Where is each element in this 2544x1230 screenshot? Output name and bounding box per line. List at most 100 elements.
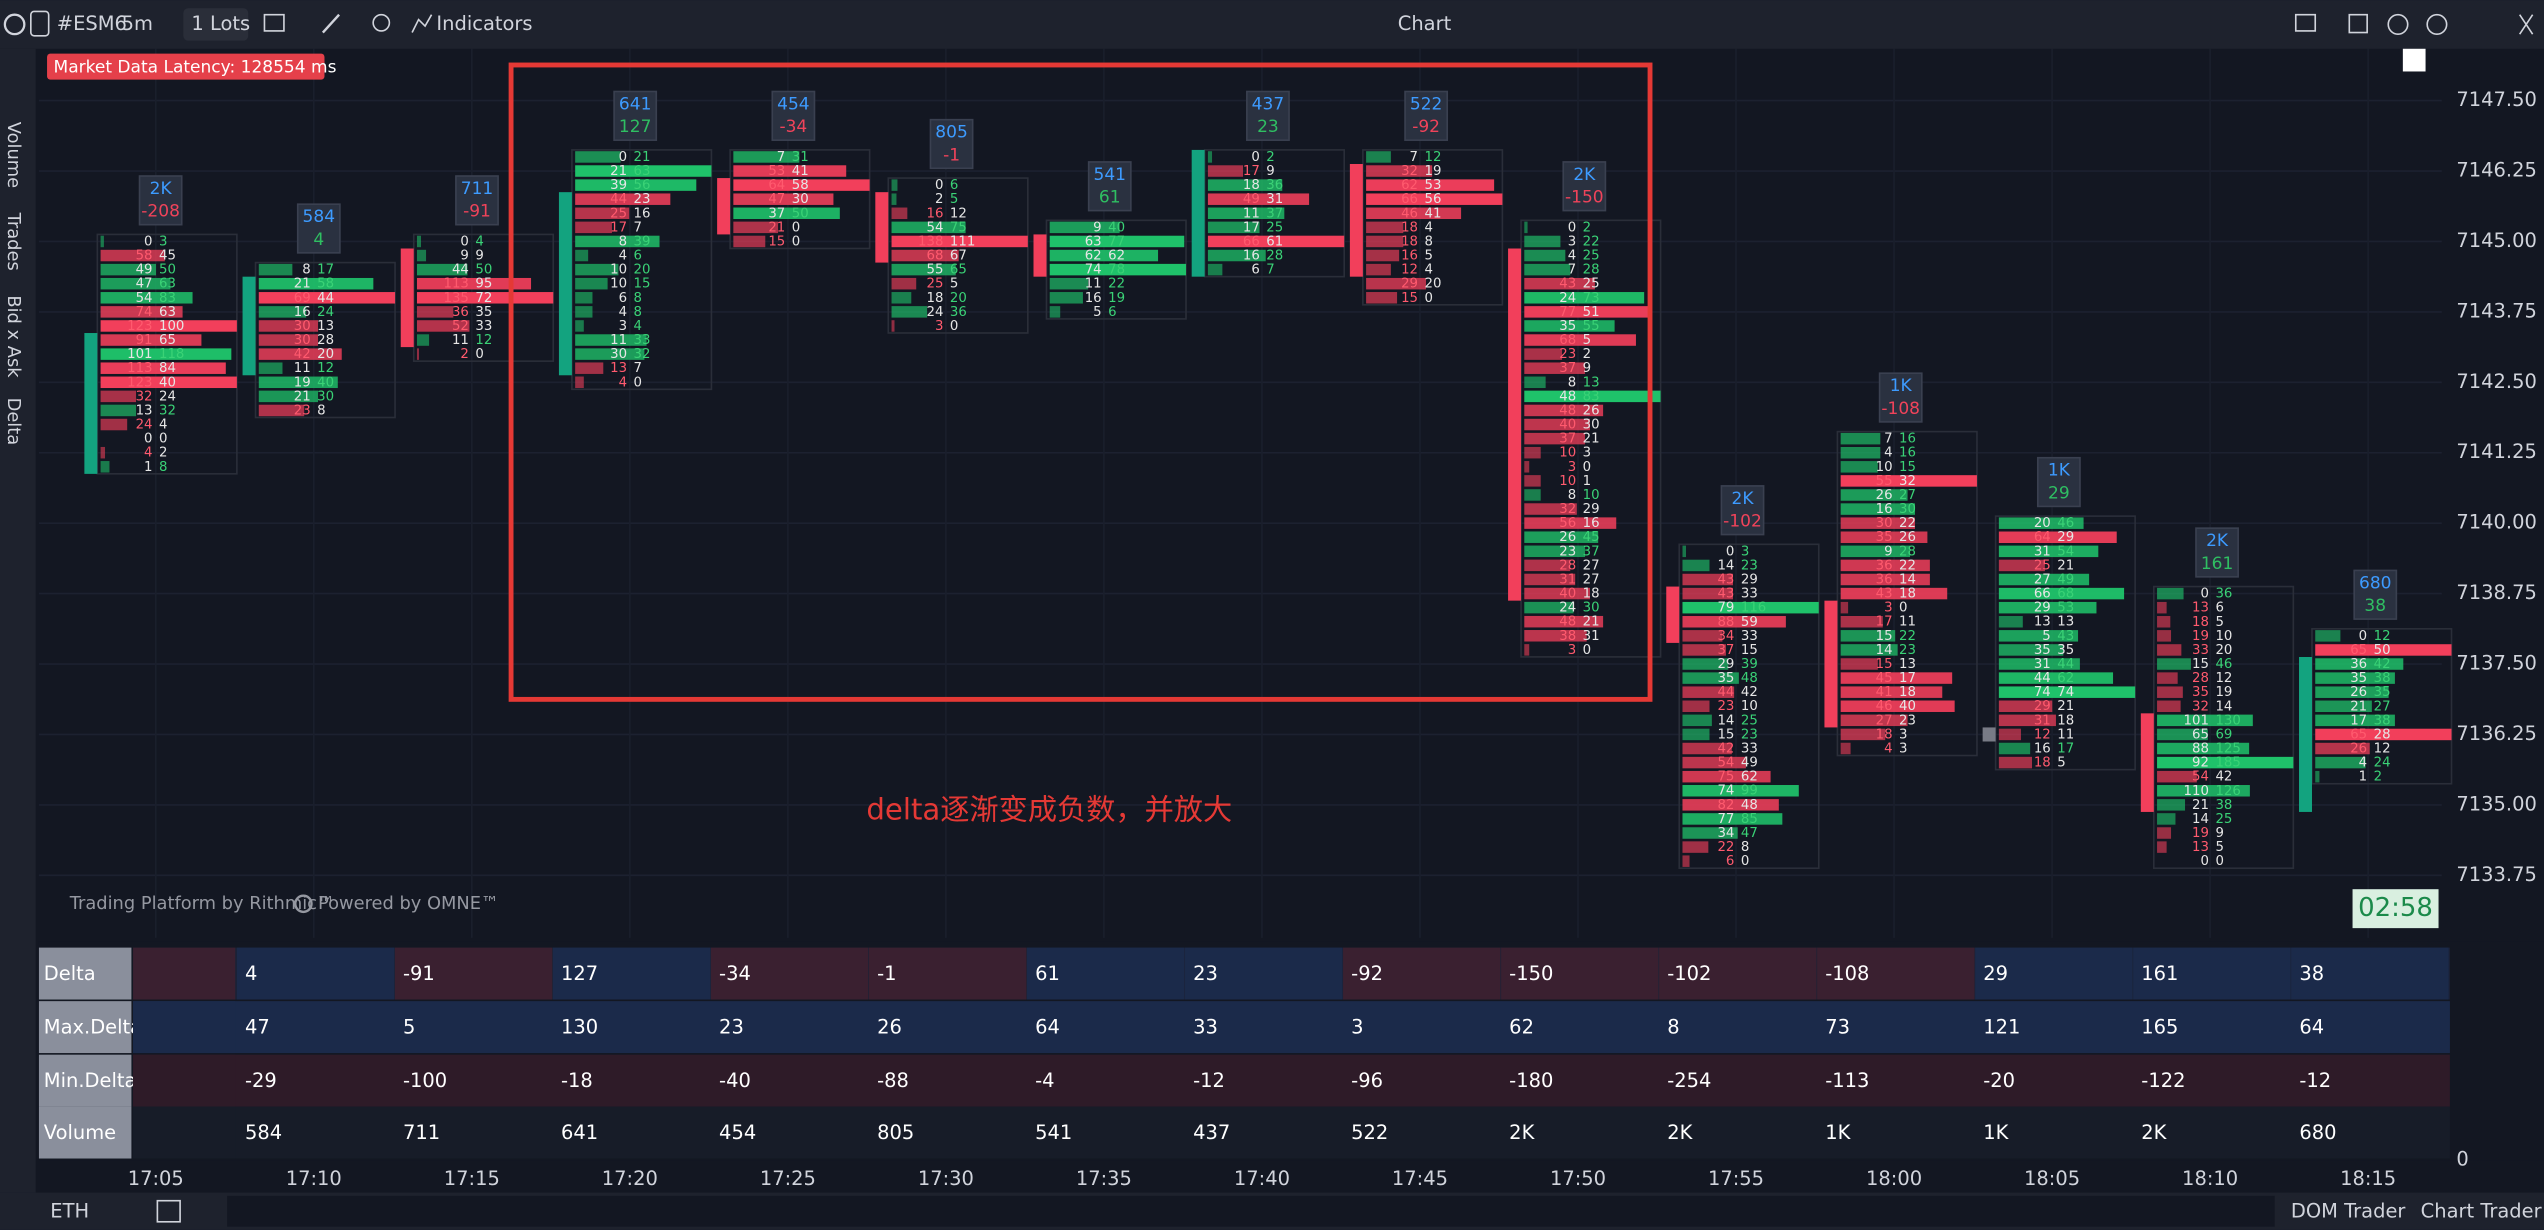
time-label: 17:50 xyxy=(1550,1167,1606,1190)
candle-body xyxy=(1508,248,1522,601)
window-title: Chart xyxy=(1398,12,1452,35)
volume-bar xyxy=(1998,686,2136,698)
ask-volume: 125 xyxy=(2215,742,2240,757)
delta-cell xyxy=(1343,947,1501,1000)
ask-volume: 41 xyxy=(792,164,809,179)
volume-bar xyxy=(1840,700,1955,712)
volume-bar xyxy=(1524,362,1586,374)
bid-volume: 29 xyxy=(2034,601,2051,616)
bid-volume: 4 xyxy=(2359,756,2367,771)
volume-bar xyxy=(100,277,171,290)
time-label: 17:45 xyxy=(1392,1167,1448,1190)
bid-volume: 26 xyxy=(1559,530,1576,545)
close-icon[interactable] xyxy=(2518,14,2534,35)
ask-volume: 21 xyxy=(2057,558,2074,573)
volume-bar xyxy=(1524,320,1615,332)
delta-cell xyxy=(1975,947,2133,1000)
settings-icon[interactable] xyxy=(2426,13,2448,35)
candle-header xyxy=(929,118,974,170)
session[interactable]: ETH xyxy=(50,1200,89,1223)
bid-volume: 22 xyxy=(1717,840,1734,855)
ask-volume: 36 xyxy=(1266,178,1283,193)
volume-bar xyxy=(1840,573,1930,586)
ask-volume: 15 xyxy=(634,277,651,292)
volume-bar xyxy=(1366,179,1495,191)
candle-header xyxy=(771,90,816,141)
side-label[interactable]: Bid x Ask xyxy=(3,295,24,378)
bid-volume: 35 xyxy=(1559,319,1576,334)
calendar-icon[interactable] xyxy=(156,1199,181,1223)
symbol[interactable]: #ESM6 xyxy=(57,12,127,35)
bid-volume: 48 xyxy=(1559,615,1576,630)
camera-icon[interactable] xyxy=(2294,13,2317,32)
chart-trader-button[interactable]: Chart Trader xyxy=(2421,1200,2542,1223)
volume-bar xyxy=(1524,306,1651,318)
bid-volume: 82 xyxy=(1717,798,1734,813)
volume-bar xyxy=(1840,714,1908,727)
bid-volume: 29 xyxy=(1717,657,1734,672)
bid-volume: 32 xyxy=(136,389,153,404)
table-value: 38 xyxy=(2299,962,2324,985)
bid-volume: 26 xyxy=(2350,742,2367,757)
bid-volume: 92 xyxy=(2192,756,2209,771)
lots-box[interactable] xyxy=(183,8,249,41)
draw-icon[interactable] xyxy=(321,13,340,34)
bid-volume: 29 xyxy=(2034,699,2051,714)
bid-volume: 49 xyxy=(1243,192,1260,207)
volume-bar xyxy=(575,292,593,304)
lots[interactable]: 1 Lots xyxy=(191,12,250,35)
delta-cell xyxy=(1501,947,1659,1000)
volume-bar xyxy=(575,235,660,248)
price-label: 7143.75 xyxy=(2456,299,2536,322)
volume-bar xyxy=(416,320,470,332)
bid-volume: 123 xyxy=(127,319,152,334)
volume-bar xyxy=(891,179,898,191)
ask-volume: 69 xyxy=(2215,727,2232,742)
side-label[interactable]: Volume xyxy=(3,122,24,188)
help-icon[interactable] xyxy=(2387,13,2409,35)
ask-volume: 0 xyxy=(475,347,483,362)
bid-volume: 37 xyxy=(1559,361,1576,376)
empty-cell xyxy=(133,1054,236,1107)
ask-volume: 10 xyxy=(1583,488,1600,503)
volume-bar xyxy=(416,263,468,276)
bid-volume: 8 xyxy=(302,263,310,278)
fullscreen-icon[interactable] xyxy=(2348,13,2368,34)
volume-bar xyxy=(1524,418,1590,431)
indicators-icon[interactable] xyxy=(411,14,433,33)
ask-volume: 15 xyxy=(1741,643,1758,658)
chat-icon[interactable] xyxy=(263,13,285,32)
ask-volume: 48 xyxy=(1741,671,1758,686)
collapse-button[interactable] xyxy=(2402,48,2426,72)
ask-volume: 61 xyxy=(1266,234,1283,249)
table-value: 2K xyxy=(1509,1121,1535,1144)
ask-volume: 56 xyxy=(1425,192,1442,207)
candle-body xyxy=(558,192,572,376)
volume-bar xyxy=(891,235,1028,248)
ask-volume: 95 xyxy=(475,277,492,292)
ask-volume: 28 xyxy=(1266,249,1283,264)
volume-bar xyxy=(258,390,319,403)
zoom-icon[interactable] xyxy=(372,13,391,32)
side-label[interactable]: Trades xyxy=(3,212,24,271)
ask-volume: 59 xyxy=(1741,615,1758,630)
volume-bar xyxy=(1524,489,1541,501)
ask-volume: 63 xyxy=(159,305,176,320)
side-label[interactable]: Delta xyxy=(3,398,24,446)
bid-volume: 25 xyxy=(2034,558,2051,573)
volume-bar xyxy=(100,446,106,459)
ask-volume: 32 xyxy=(159,403,176,418)
volume-bar xyxy=(1524,249,1566,262)
symbol-icon xyxy=(30,10,50,37)
volume-bar xyxy=(1998,517,2084,529)
interval[interactable]: 5m xyxy=(122,12,153,35)
bid-volume: 19 xyxy=(2192,629,2209,644)
price-label: 7141.25 xyxy=(2456,440,2536,463)
volume-bar xyxy=(258,348,342,360)
ask-volume: 25 xyxy=(1741,713,1758,728)
dom-trader-button[interactable]: DOM Trader xyxy=(2291,1200,2406,1223)
indicators[interactable]: Indicators xyxy=(436,12,532,35)
ask-volume: 18 xyxy=(1899,587,1916,602)
volume-bar xyxy=(575,263,619,276)
